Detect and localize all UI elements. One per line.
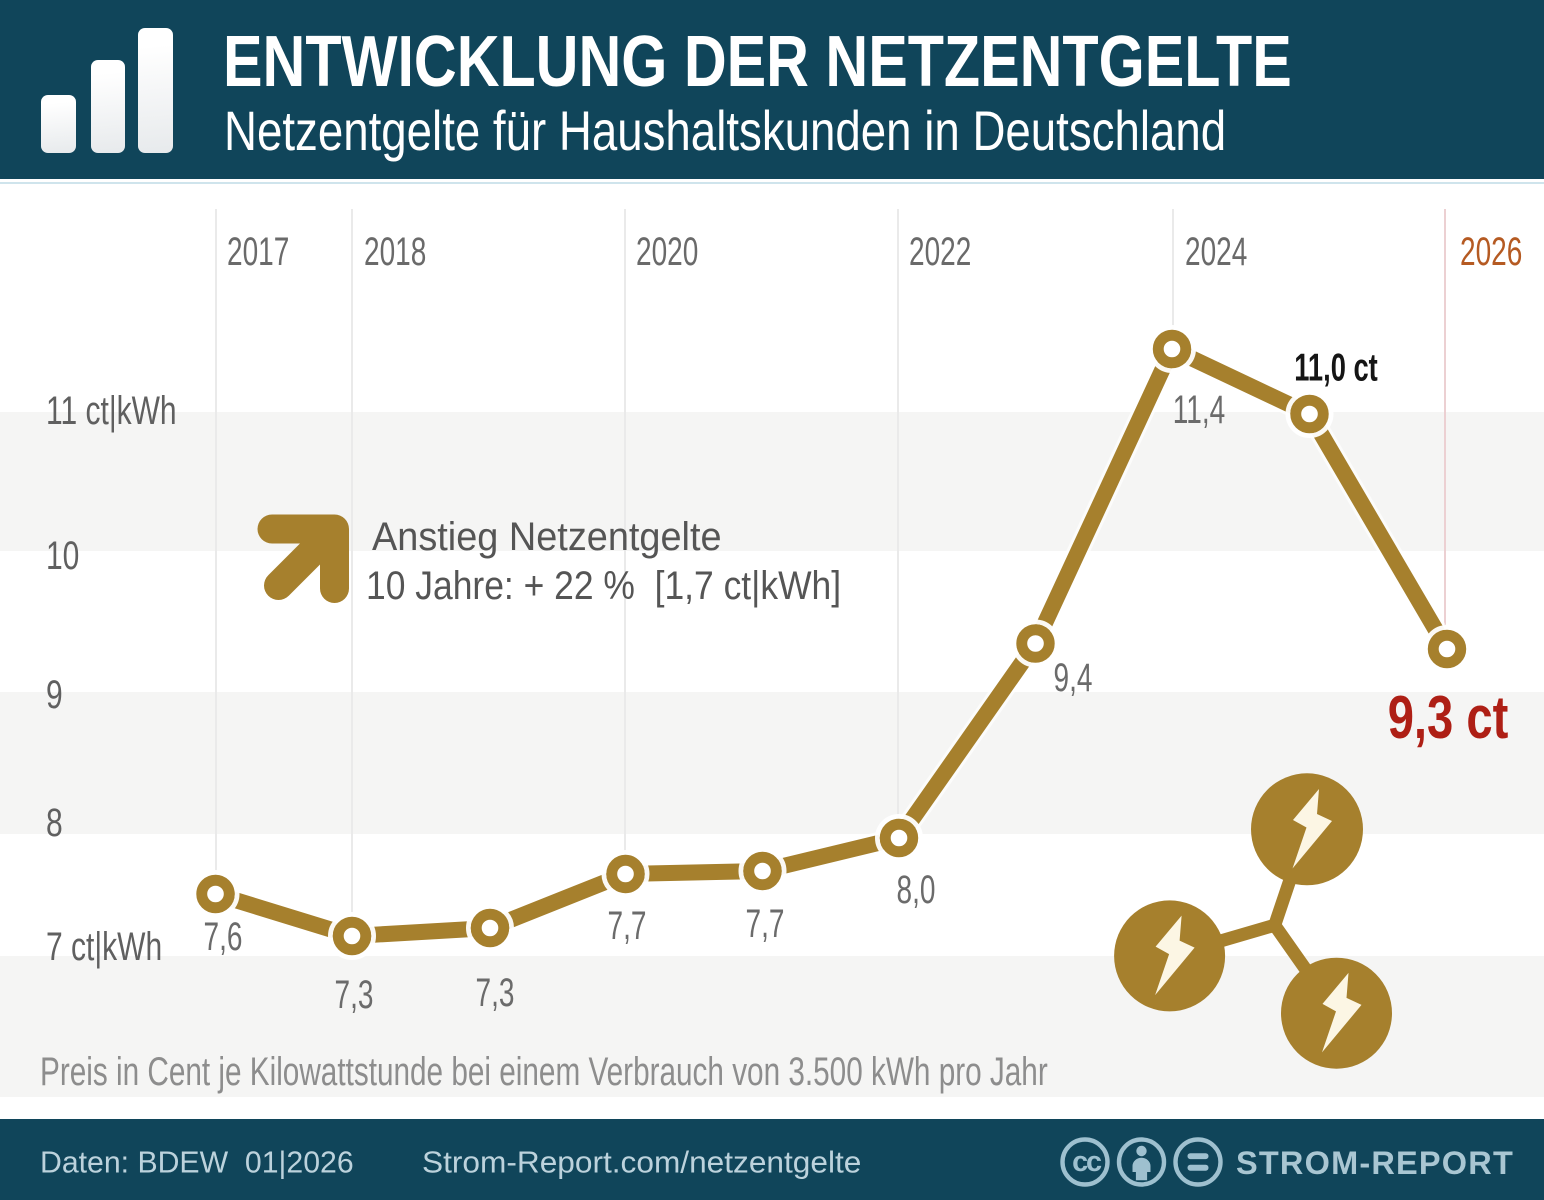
svg-text:cc: cc: [1072, 1146, 1102, 1178]
